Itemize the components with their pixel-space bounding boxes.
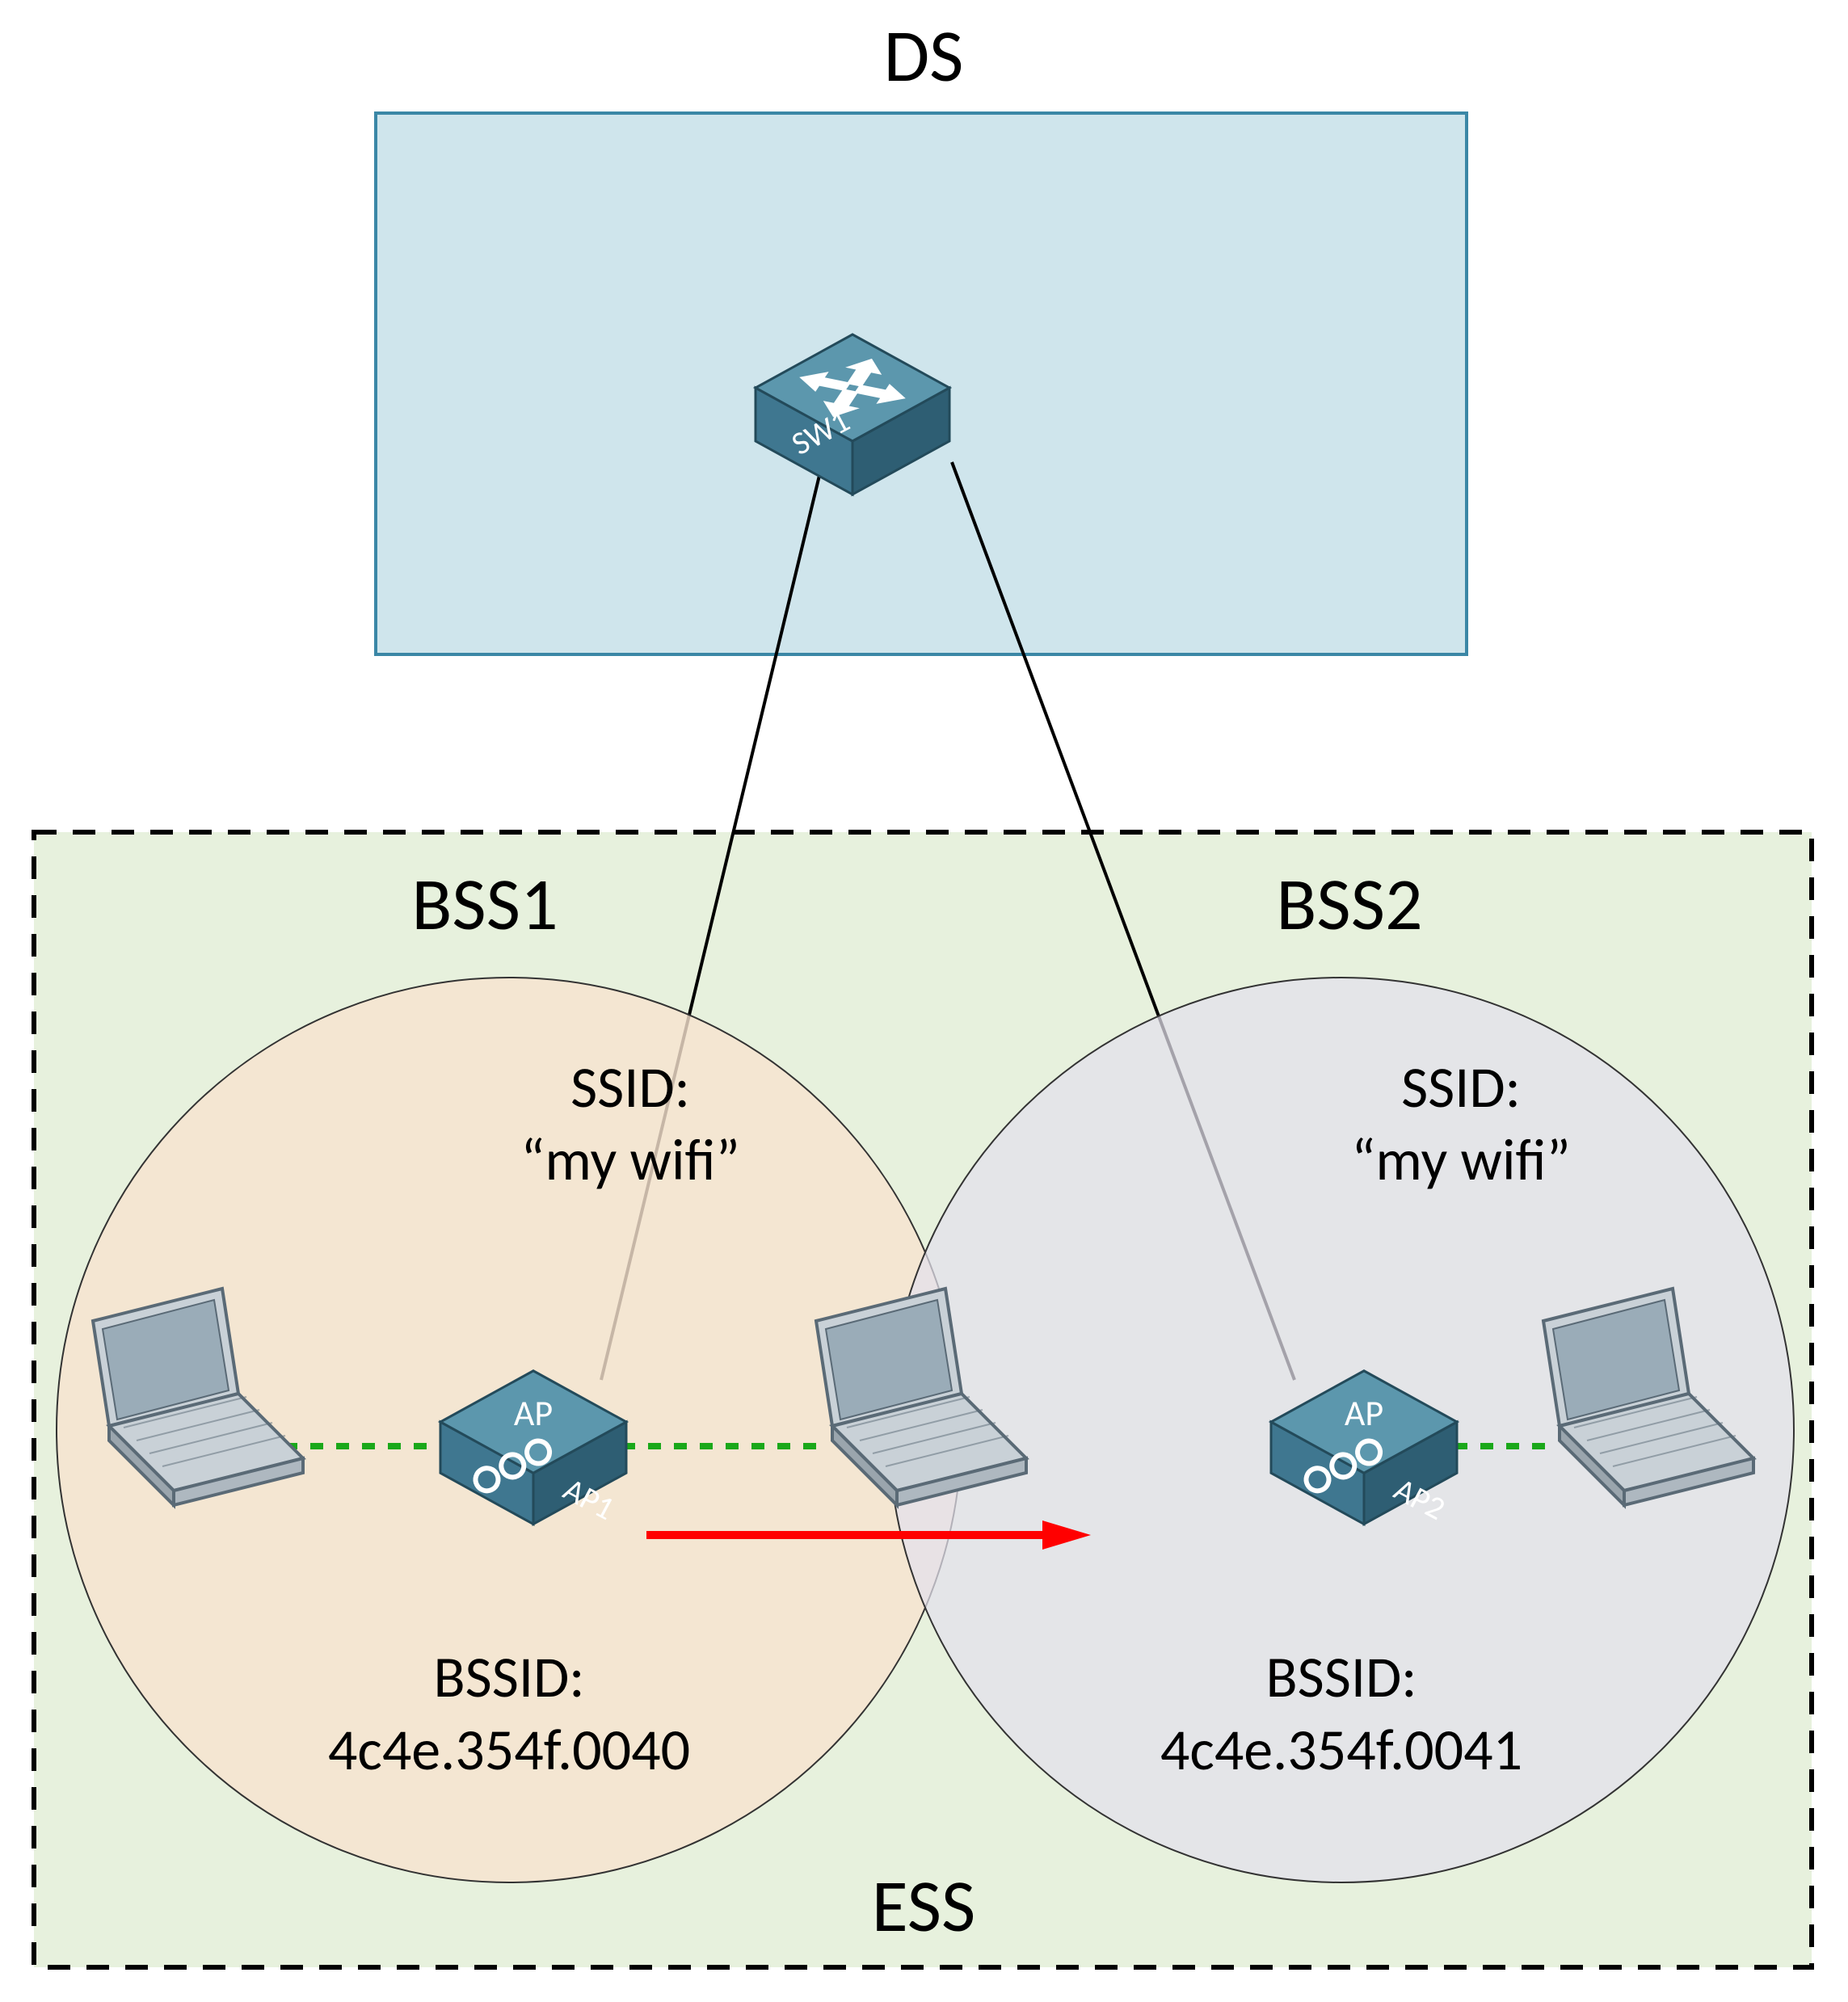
ds-label: DS (884, 10, 964, 101)
bss1-ssid-value: “my wifi” (520, 1125, 739, 1196)
bss2-bssid-value: 4c4e.354f.0041 (1160, 1714, 1522, 1785)
bss2-ssid-label: SSID: (1401, 1052, 1521, 1123)
ess-label: ESS (872, 1860, 976, 1951)
network-diagram: ESS DS BSS1 BSS2 SSID: “my wifi” SSID: “… (0, 0, 1848, 2002)
bss2-title: BSS2 (1276, 858, 1422, 949)
bss2-bssid-label: BSSID: (1265, 1642, 1417, 1713)
bss1-bssid-value: 4c4e.354f.0040 (328, 1714, 690, 1785)
svg-text:AP: AP (1345, 1391, 1383, 1435)
bss2-ssid-value: “my wifi” (1351, 1125, 1570, 1196)
bss1-bssid-label: BSSID: (433, 1642, 584, 1713)
svg-text:AP: AP (514, 1391, 553, 1435)
bss1-title: BSS1 (411, 858, 558, 949)
bss1-ssid-label: SSID: (570, 1052, 690, 1123)
